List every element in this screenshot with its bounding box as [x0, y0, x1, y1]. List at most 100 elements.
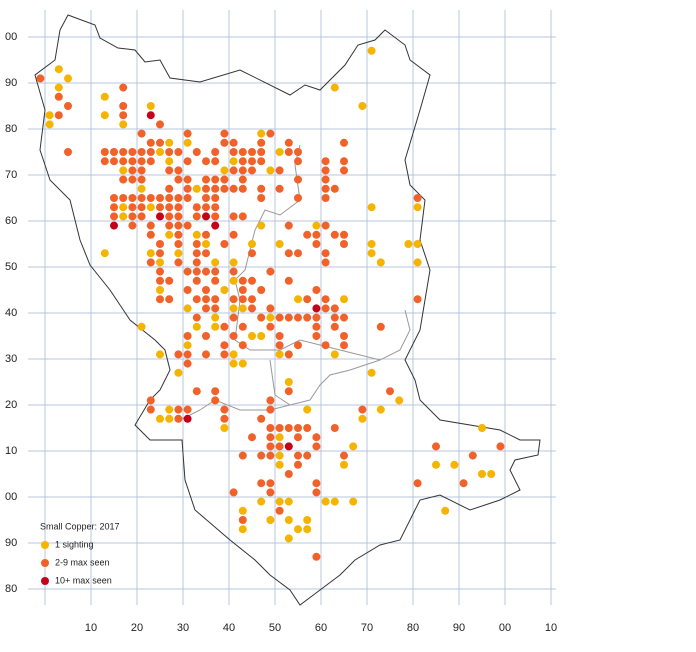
sighting-dot — [376, 405, 385, 414]
sighting-dot — [312, 286, 321, 294]
sighting-dot — [192, 258, 201, 267]
sighting-dot — [294, 148, 302, 156]
y-tick-label: 30 — [5, 353, 17, 365]
sighting-dot — [330, 304, 339, 313]
sighting-dot — [137, 322, 146, 331]
grid — [28, 10, 556, 605]
sighting-dot — [321, 497, 330, 506]
sighting-dot — [312, 479, 321, 488]
sighting-dot — [321, 175, 330, 184]
sighting-dot — [183, 194, 192, 202]
sighting-dot — [174, 405, 183, 414]
sighting-dot — [202, 332, 210, 340]
sighting-dot — [192, 267, 201, 276]
sighting-dot — [340, 313, 348, 322]
legend-label: 1 sighting — [55, 539, 94, 549]
sighting-dot — [321, 295, 330, 304]
y-tick-label: 00 — [5, 491, 17, 503]
sighting-dot — [266, 405, 275, 414]
sighting-dot — [229, 148, 238, 156]
sighting-dot — [192, 230, 201, 239]
sighting-dot — [312, 433, 321, 442]
sighting-dot — [340, 460, 348, 469]
sighting-dot — [128, 221, 137, 230]
sighting-dot — [229, 267, 238, 276]
sighting-dot — [266, 442, 275, 451]
legend-label: 2-9 max seen — [55, 557, 110, 567]
sighting-dot — [367, 46, 376, 55]
sighting-dot — [174, 368, 183, 377]
sighting-dot — [238, 276, 247, 285]
sighting-dot — [266, 129, 275, 138]
sighting-dot — [174, 212, 183, 221]
legend: 1 sighting 2-9 max seen 10+ max seen — [41, 539, 112, 585]
sighting-dot — [156, 120, 164, 129]
sighting-dot — [229, 304, 238, 313]
sighting-dot — [202, 212, 210, 221]
y-tick-label: 10 — [5, 445, 17, 457]
sighting-dot — [211, 212, 220, 221]
sighting-dot — [413, 258, 422, 267]
sighting-dot — [321, 194, 330, 202]
sighting-dot — [192, 322, 201, 331]
sighting-dot — [211, 203, 220, 212]
sighting-dot — [165, 194, 174, 202]
sighting-dot — [146, 102, 155, 110]
x-tick-label: 70 — [361, 622, 373, 634]
sighting-dot — [275, 460, 284, 469]
sighting-dot — [248, 249, 256, 258]
sighting-dot — [165, 405, 174, 414]
sighting-dot — [367, 240, 376, 248]
sighting-dot — [321, 258, 330, 267]
sighting-dot — [294, 313, 302, 322]
sighting-dot — [110, 203, 118, 212]
sighting-dot — [257, 414, 266, 423]
y-tick-label: 90 — [5, 77, 17, 89]
sighting-dot — [211, 157, 220, 166]
sighting-dot — [257, 451, 266, 460]
sighting-dot — [312, 442, 321, 451]
sighting-dot — [340, 157, 348, 166]
sighting-dot — [54, 92, 63, 101]
sighting-dot — [183, 157, 192, 166]
sighting-dot — [303, 230, 312, 239]
sighting-dot — [413, 203, 422, 212]
sighting-dot — [156, 203, 164, 212]
sighting-dot — [432, 442, 440, 451]
sighting-dot — [330, 83, 339, 92]
sighting-dot — [119, 157, 128, 166]
sighting-dot — [100, 92, 109, 101]
county-outline — [34, 14, 541, 606]
sighting-dot — [275, 240, 284, 248]
y-tick-label: 90 — [5, 537, 17, 549]
x-tick-label: 10 — [85, 622, 97, 634]
sighting-dot — [174, 194, 183, 202]
sighting-dot — [220, 129, 229, 138]
sighting-dot — [156, 276, 164, 285]
sighting-dot — [174, 166, 183, 175]
sighting-dot — [128, 157, 137, 166]
sighting-dot — [266, 424, 275, 432]
sighting-dot — [229, 332, 238, 340]
sighting-dot — [119, 102, 128, 110]
sighting-dot — [284, 442, 293, 451]
sighting-dot — [146, 203, 155, 212]
sighting-dot — [100, 148, 109, 156]
y-tick-label: 20 — [5, 399, 17, 411]
sighting-dot — [183, 175, 192, 184]
sighting-dot — [174, 414, 183, 423]
sighting-dot — [275, 442, 284, 451]
sighting-dot — [174, 230, 183, 239]
sighting-dot — [257, 129, 266, 138]
sighting-dot — [312, 322, 321, 331]
sighting-dot — [156, 194, 164, 202]
sighting-dot — [137, 194, 146, 202]
sighting-dot — [238, 175, 247, 184]
sighting-dot — [211, 175, 220, 184]
sighting-dot — [321, 249, 330, 258]
legend-marker — [41, 559, 49, 567]
sighting-dot — [294, 451, 302, 460]
sighting-dot — [128, 175, 137, 184]
sighting-dot — [257, 184, 266, 193]
